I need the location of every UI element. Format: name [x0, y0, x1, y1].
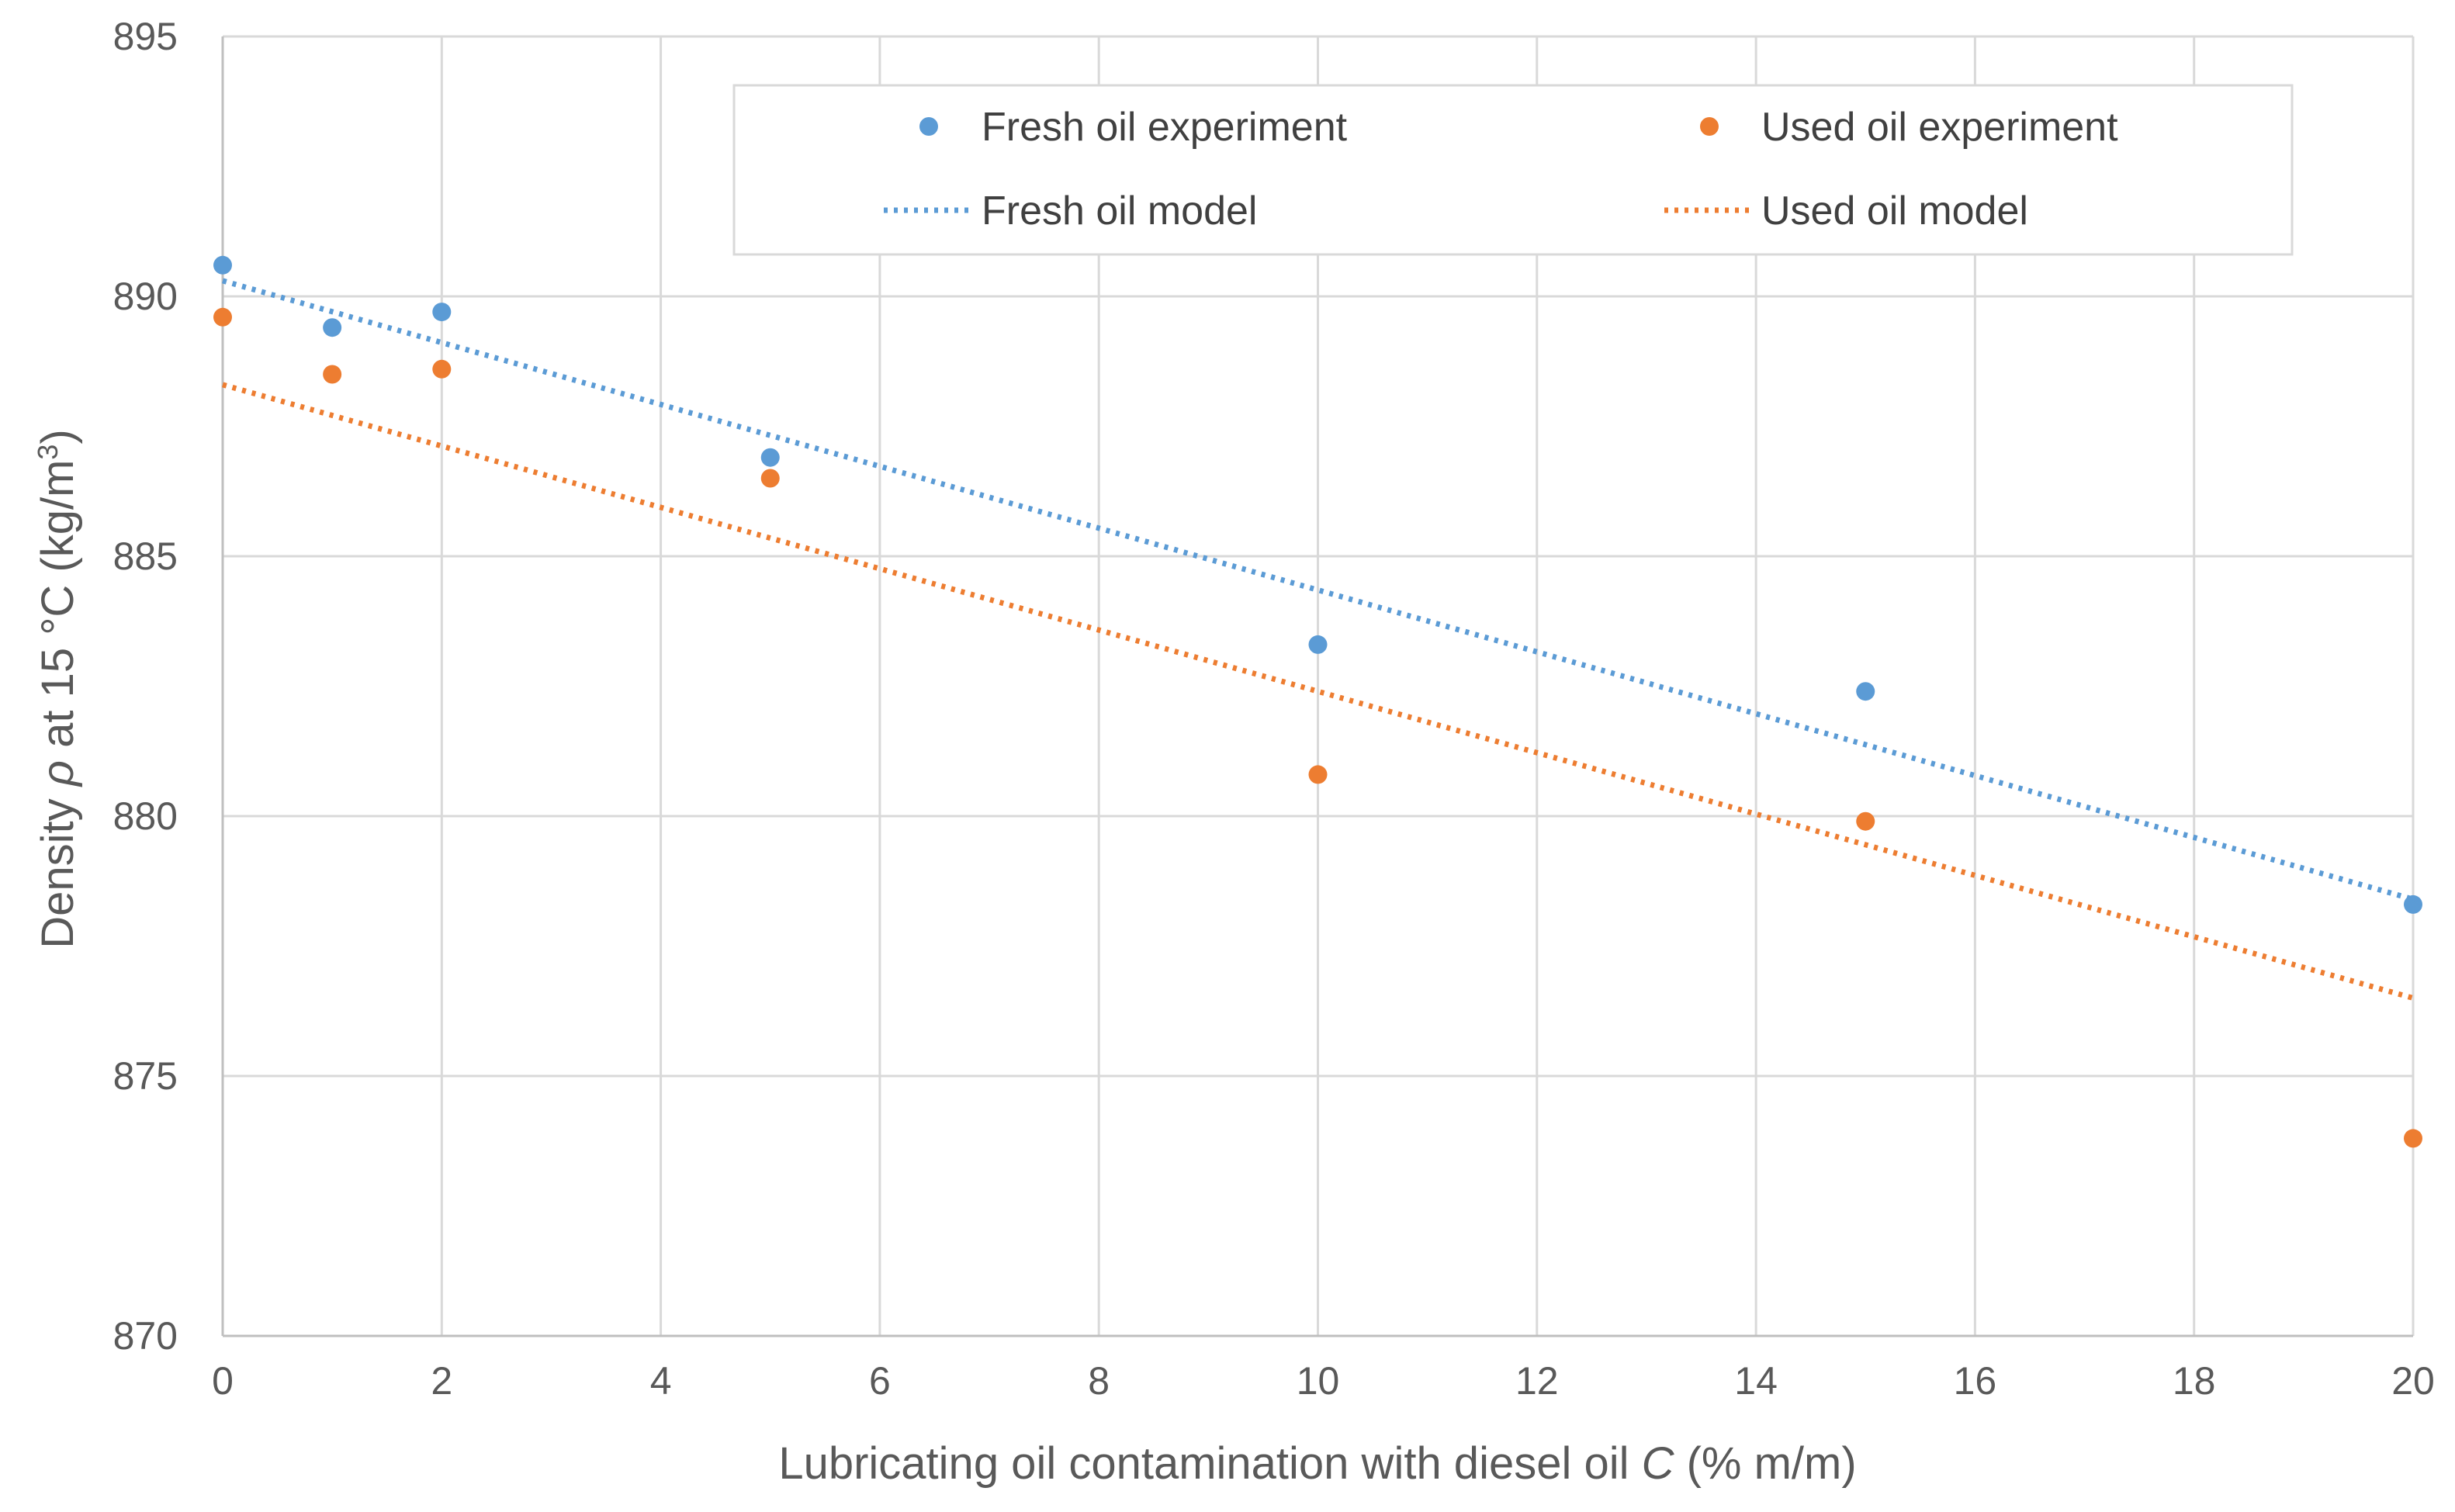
y-axis-title-prefix: Density — [33, 786, 83, 949]
legend-label-fresh-oil-experiment: Fresh oil experiment — [982, 105, 1348, 150]
used-oil-experiment-point — [1308, 765, 1328, 784]
fresh-oil-experiment-point — [2404, 894, 2422, 914]
y-axis-title-mid: at 15 °C (kg/m — [33, 460, 83, 760]
x-axis-title-var: C — [1642, 1438, 1675, 1489]
x-axis-title-prefix: Lubricating oil contamination with diese… — [778, 1438, 1641, 1489]
x-axis-title: Lubricating oil contamination with diese… — [778, 1438, 1856, 1489]
x-tick-label: 6 — [869, 1359, 891, 1403]
x-tick-label: 4 — [650, 1359, 672, 1403]
data-points — [213, 255, 2422, 1148]
y-tick-label: 895 — [113, 15, 178, 58]
fresh-oil-experiment-point — [760, 448, 780, 467]
y-tick-label: 870 — [113, 1314, 178, 1358]
used-oil-experiment-point — [323, 365, 342, 384]
x-tick-label: 2 — [431, 1359, 452, 1403]
y-axis-title: Density ρ at 15 °C (kg/m3) — [32, 429, 83, 949]
y-tick-label: 875 — [113, 1054, 178, 1098]
y-tick-label: 890 — [113, 275, 178, 318]
legend-marker-fresh-oil-experiment — [919, 117, 938, 136]
used-oil-experiment-point — [760, 469, 780, 488]
x-tick-label: 12 — [1515, 1359, 1559, 1403]
x-tick-label: 16 — [1954, 1359, 1997, 1403]
used-oil-experiment-point — [213, 307, 232, 327]
x-tick-label: 18 — [2173, 1359, 2216, 1403]
y-tick-labels: 870 875 880 885 890 895 — [113, 15, 178, 1358]
x-axis-title-suffix: (% m/m) — [1674, 1438, 1857, 1489]
fresh-oil-experiment-point — [1308, 635, 1328, 654]
x-tick-label: 8 — [1088, 1359, 1110, 1403]
y-tick-label: 885 — [113, 535, 178, 578]
fresh-oil-experiment-point — [213, 255, 232, 275]
fresh-oil-experiment-point — [432, 303, 452, 322]
x-tick-label: 20 — [2391, 1359, 2435, 1403]
legend-label-fresh-oil-model: Fresh oil model — [982, 189, 1257, 234]
x-tick-labels: 0 2 4 6 8 10 12 14 16 18 20 — [212, 1359, 2435, 1403]
legend-box — [732, 84, 2294, 256]
y-axis-title-sup: 3 — [32, 445, 64, 460]
fresh-oil-experiment-point — [323, 318, 342, 337]
y-axis-title-end: ) — [33, 429, 83, 444]
legend-items: Fresh oil experiment Used oil experiment F… — [884, 105, 2118, 234]
legend-label-used-oil-experiment: Used oil experiment — [1761, 105, 2118, 150]
used-oil-experiment-point — [432, 359, 452, 379]
y-axis-title-var: ρ — [33, 760, 83, 787]
x-tick-label: 10 — [1297, 1359, 1340, 1403]
legend-label-used-oil-model: Used oil model — [1761, 189, 2028, 234]
used-oil-experiment-point — [2404, 1129, 2422, 1148]
fresh-oil-experiment-point — [1856, 682, 1875, 701]
x-tick-label: 14 — [1734, 1359, 1778, 1403]
fresh-oil-model-line — [222, 278, 2414, 902]
y-tick-label: 880 — [113, 794, 178, 838]
legend: Fresh oil experiment Used oil experiment F… — [732, 84, 2294, 256]
axes — [221, 36, 2413, 1337]
x-tick-label: 0 — [212, 1359, 234, 1403]
legend-marker-used-oil-experiment — [1700, 117, 1719, 136]
used-oil-experiment-point — [1856, 811, 1875, 831]
model-lines — [222, 278, 2414, 1001]
